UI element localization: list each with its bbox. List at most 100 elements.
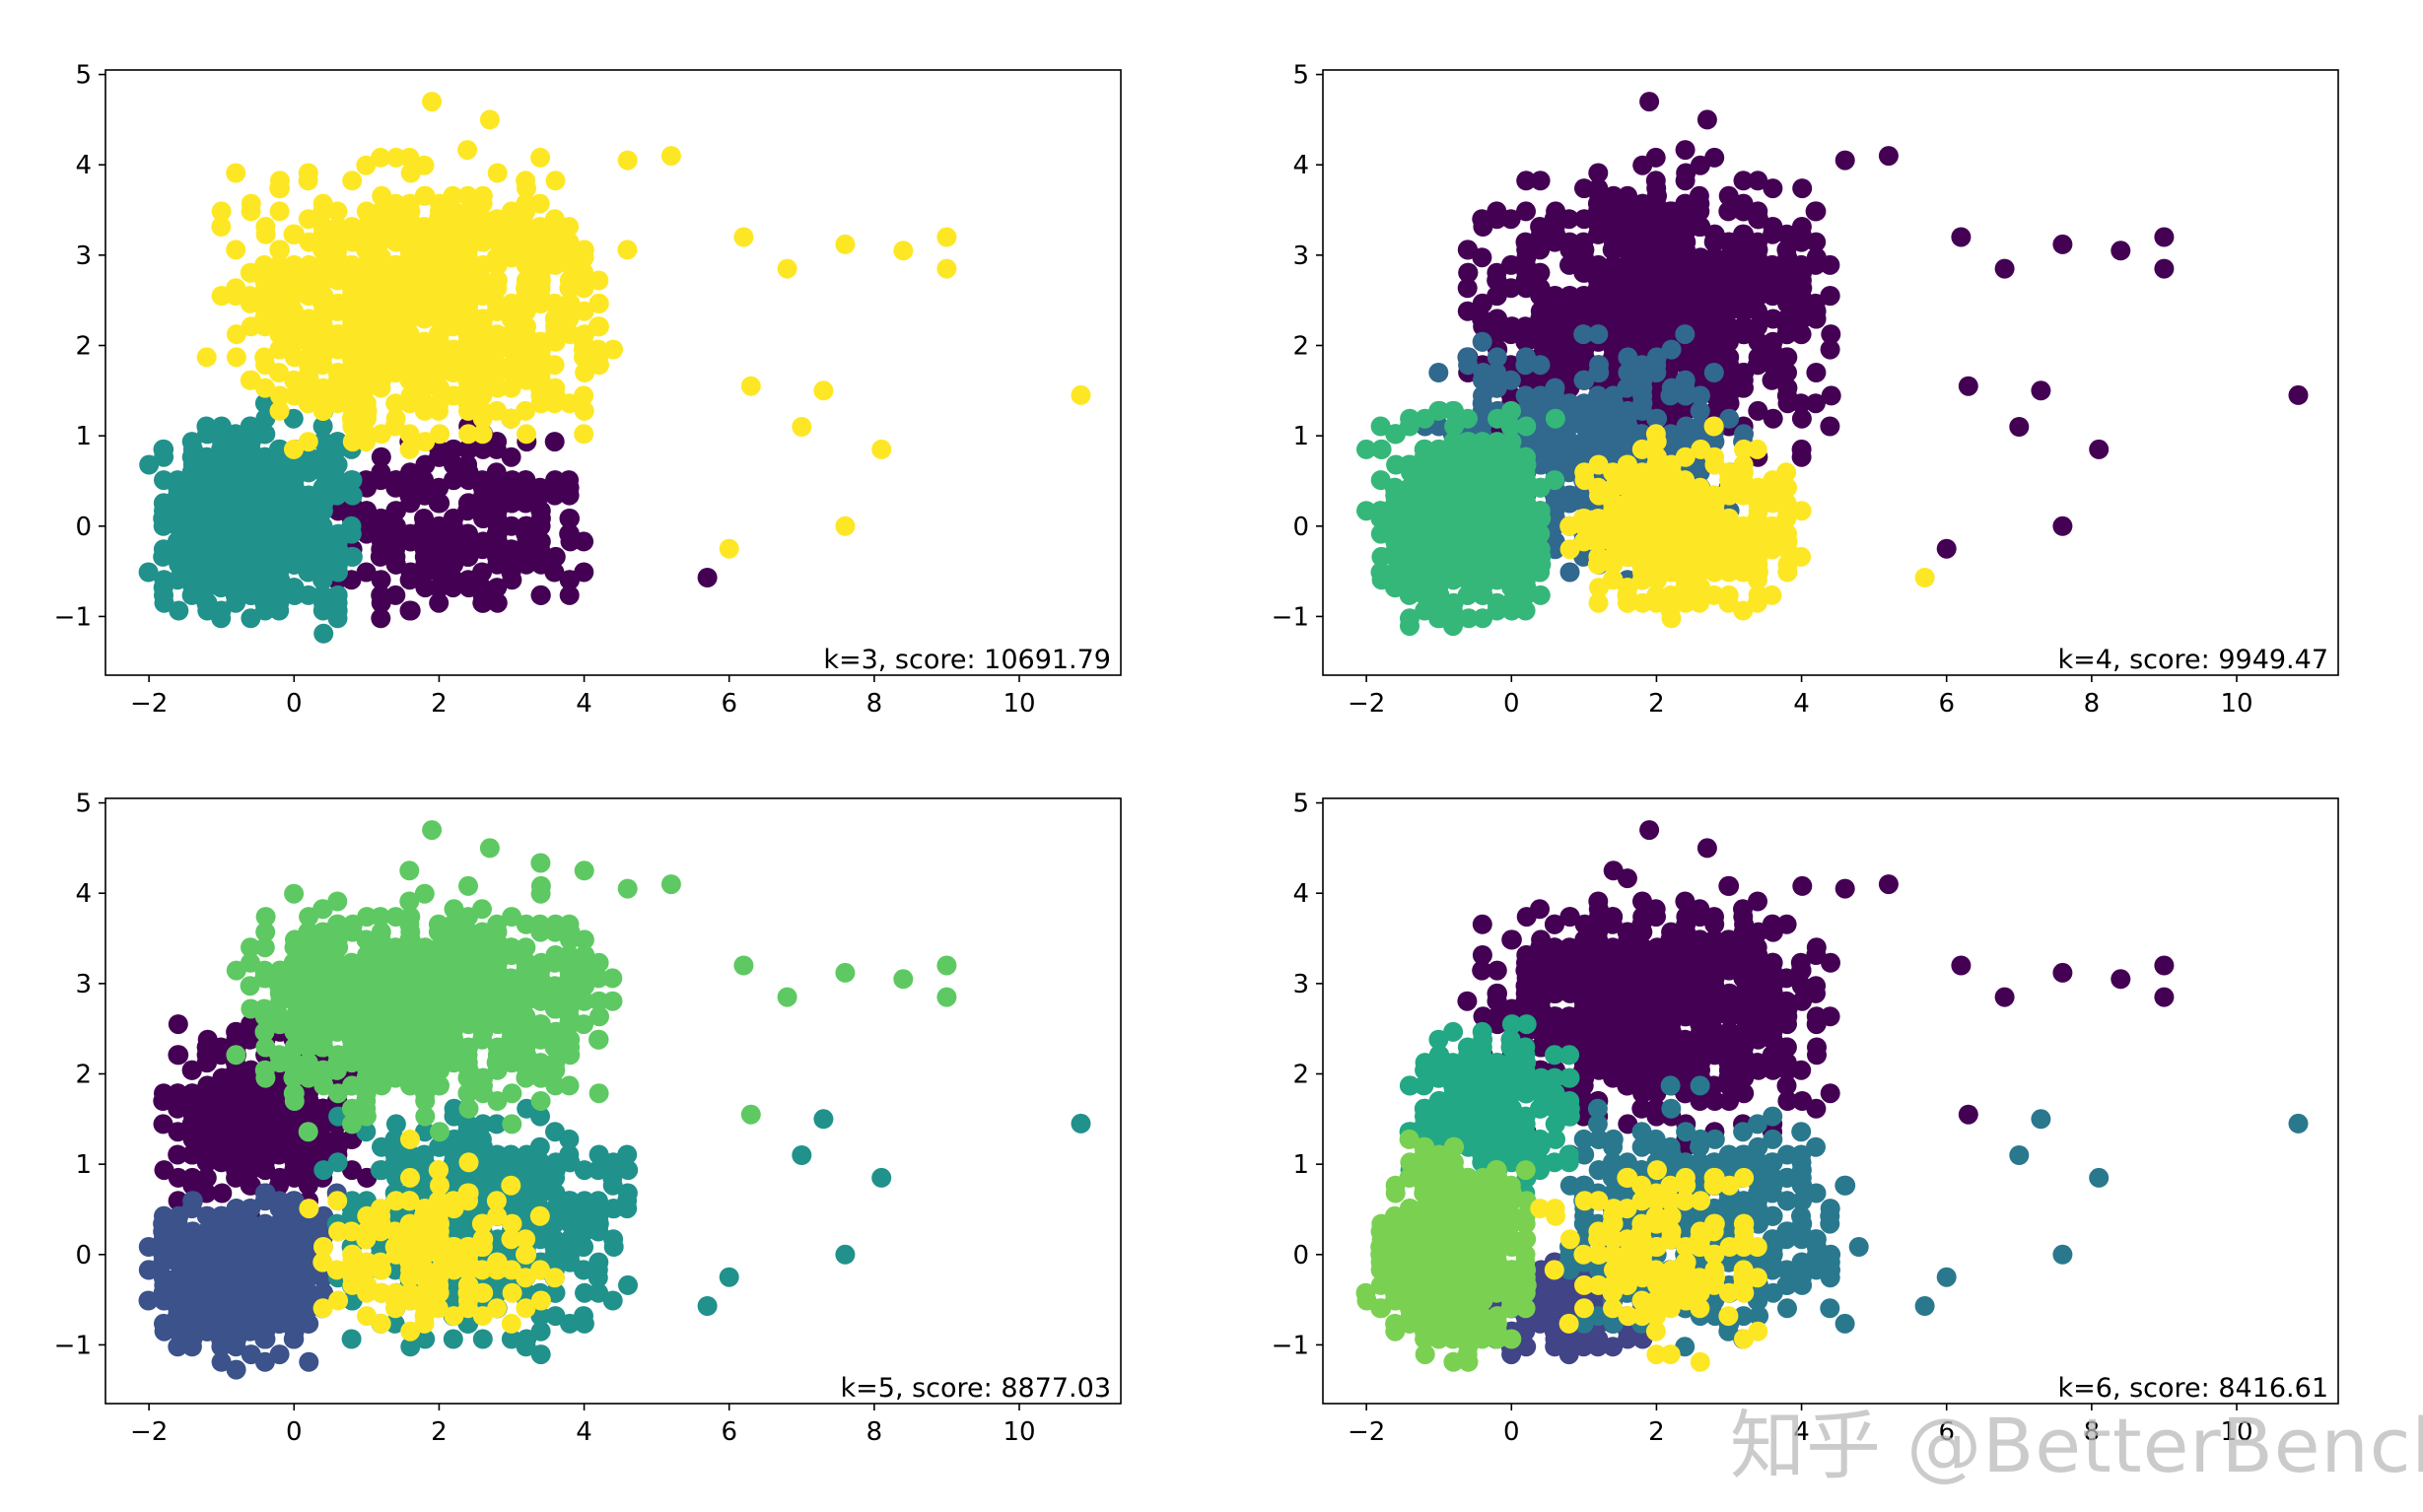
data-point [1776,324,1797,345]
data-point [1646,470,1667,491]
data-point [299,262,319,283]
data-point [312,309,333,329]
data-point [168,1098,188,1119]
data-point [1400,616,1419,637]
data-point [588,339,608,360]
data-point [1457,278,1478,299]
data-point [298,546,318,567]
data-point [1603,462,1624,483]
data-point [574,240,594,260]
data-point [1574,178,1594,199]
data-point [255,1313,276,1334]
data-point [284,1282,305,1303]
data-point [458,254,478,275]
data-point [1733,562,1754,583]
data-point [341,347,362,368]
data-point [1690,531,1710,552]
y-tick-label: 3 [75,241,92,271]
outlier-point [617,150,638,171]
data-point [211,1075,232,1096]
data-point [254,592,275,613]
data-point [1631,570,1652,590]
data-point [1458,501,1479,521]
data-point [1733,485,1754,506]
data-point [1559,539,1580,560]
data-point [1574,462,1595,483]
data-point [544,485,565,506]
data-point [457,278,478,299]
data-point [1545,355,1564,376]
data-point [444,470,463,491]
data-point [1791,217,1812,237]
data-point [415,393,436,414]
data-point [457,393,478,414]
data-point [255,1252,276,1272]
data-point [414,470,435,491]
data-point [298,562,318,583]
data-point [1603,515,1624,536]
data-point [211,1129,232,1149]
data-point [1718,301,1739,321]
data-point [1544,454,1564,475]
data-point [371,539,391,560]
data-point [1691,331,1711,352]
data-point [371,147,391,168]
axes-frame [1322,69,2339,676]
data-point [284,485,305,506]
data-point [298,432,318,452]
x-tick-label: 8 [2084,689,2101,719]
data-point [1589,578,1609,598]
data-point [399,324,420,345]
data-point [429,232,450,252]
data-point [226,439,246,459]
x-tick-label: 0 [1503,689,1520,719]
data-point [255,378,275,398]
data-point [1400,546,1420,567]
data-point [1545,217,1565,237]
data-point [1457,347,1478,368]
data-point [1792,178,1813,199]
data-point [1661,608,1682,629]
data-point [211,531,232,552]
data-point [1515,355,1536,376]
data-point [1748,584,1768,605]
data-point [270,539,291,560]
data-point [1690,278,1710,299]
data-point [1748,400,1768,421]
data-point [1370,562,1391,583]
data-point [1661,339,1682,360]
data-point [1617,378,1637,398]
data-point [169,554,189,575]
data-point [196,1167,217,1188]
scatter-points [138,92,1091,644]
data-point [472,578,493,598]
data-point [313,493,334,514]
data-point [1675,224,1696,244]
data-point [211,600,232,621]
data-point [1356,439,1376,459]
data-point [312,286,333,307]
data-point [415,485,435,506]
data-point [225,501,245,521]
data-point [168,1274,188,1295]
data-point [444,363,463,382]
data-point [196,416,217,437]
data-point [312,1098,332,1119]
data-point [371,339,391,360]
data-point [444,439,463,459]
data-point [1545,301,1565,321]
data-point [1500,370,1521,390]
data-point [443,539,463,560]
data-point [530,539,550,560]
data-point [299,1351,319,1372]
data-point [312,217,333,237]
data-point [1399,454,1419,475]
data-point [1516,201,1536,222]
data-point [269,400,290,421]
data-point [1791,270,1812,291]
data-point [356,562,377,583]
data-point [1573,370,1594,390]
data-point [1559,432,1580,452]
data-point [473,592,494,613]
y-tick-label: −1 [1272,602,1309,632]
